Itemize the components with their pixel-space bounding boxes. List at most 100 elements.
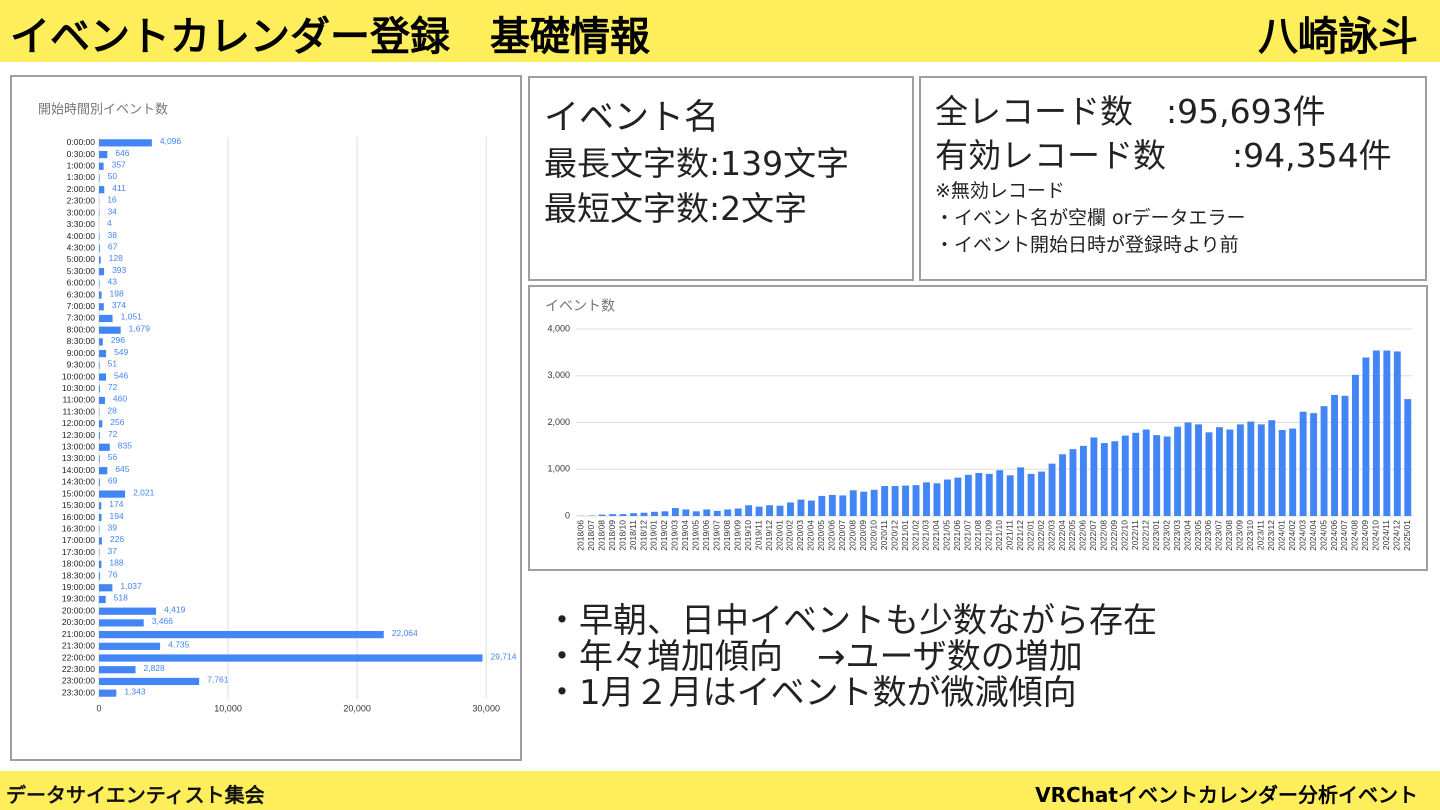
value-label: 4,096	[160, 136, 182, 146]
bar	[99, 385, 100, 393]
bar	[964, 474, 972, 516]
value-label: 51	[108, 359, 118, 369]
bar	[99, 279, 100, 287]
record-box: 全レコード数 :95,693件 有効レコード数 :94,354件 ※無効レコード…	[919, 76, 1427, 281]
bar	[99, 619, 144, 627]
value-label: 69	[108, 476, 118, 486]
bar	[99, 361, 100, 369]
x-tick-label: 2023/11	[1256, 520, 1266, 550]
y-tick-label: 17:00:00	[62, 535, 95, 545]
y-tick-label: 6:00:00	[67, 278, 96, 288]
x-tick-label: 2022/09	[1109, 520, 1119, 551]
y-tick-label: 10:30:00	[62, 383, 95, 393]
x-tick-label: 2022/12	[1140, 520, 1150, 551]
value-label: 518	[114, 593, 128, 603]
bar	[1153, 435, 1161, 516]
bar	[1372, 350, 1380, 516]
y-tick-label: 2:30:00	[67, 196, 96, 206]
x-tick-label: 2024/06	[1329, 520, 1339, 551]
bar	[609, 514, 617, 516]
bar	[1205, 432, 1213, 516]
y-tick-label: 5:00:00	[67, 254, 96, 264]
y-tick-label: 2,000	[547, 417, 570, 427]
bar	[734, 508, 742, 516]
bar	[1278, 429, 1286, 516]
bar	[99, 244, 100, 252]
name-line: 最短文字数:2文字	[544, 189, 808, 228]
bar	[99, 314, 113, 323]
x-tick-label: 2024/12	[1392, 520, 1402, 551]
value-label: 4,419	[164, 604, 186, 614]
bar	[1404, 399, 1412, 516]
x-tick-label: 2024/01	[1276, 520, 1286, 551]
x-tick-label: 2022/07	[1088, 520, 1098, 551]
bar	[1090, 437, 1098, 516]
y-tick-label: 19:00:00	[62, 582, 95, 592]
bar	[99, 174, 100, 182]
x-tick-label: 2021/11	[1004, 520, 1014, 550]
bar	[1331, 394, 1338, 516]
value-label: 645	[115, 464, 129, 474]
bar	[1341, 395, 1349, 516]
bar	[1027, 473, 1035, 516]
bar	[1393, 351, 1401, 516]
bar	[1059, 454, 1066, 516]
y-tick-label: 21:00:00	[62, 629, 95, 639]
bar	[99, 338, 103, 346]
x-tick-label: 2023/02	[1161, 520, 1171, 551]
bar	[985, 473, 993, 516]
y-tick-label: 6:30:00	[67, 289, 96, 299]
bar	[870, 489, 878, 516]
value-label: 72	[108, 429, 118, 439]
x-tick-label: 2021/07	[963, 520, 973, 551]
x-tick-label: 10,000	[214, 703, 242, 713]
x-tick-label: 2023/09	[1235, 520, 1245, 551]
x-tick-label: 2020/07	[837, 520, 847, 551]
bar	[598, 514, 606, 516]
x-tick-label: 2023/03	[1172, 520, 1182, 551]
bar	[755, 506, 763, 516]
x-tick-label: 2020/08	[848, 520, 858, 551]
value-label: 7,761	[207, 675, 229, 685]
value-label: 39	[108, 522, 118, 532]
x-tick-label: 2020/03	[795, 520, 805, 551]
bar	[828, 494, 836, 516]
value-label: 72	[108, 382, 118, 392]
bar	[1362, 357, 1370, 516]
bar	[651, 511, 658, 516]
footer-band	[0, 771, 1440, 810]
value-label: 835	[118, 441, 132, 451]
value-label: 128	[109, 253, 123, 263]
bar	[797, 499, 805, 516]
value-label: 1,679	[129, 323, 151, 333]
value-label: 38	[107, 230, 117, 240]
bar	[818, 495, 826, 516]
bar	[860, 491, 868, 516]
y-tick-label: 7:30:00	[67, 313, 96, 323]
record-line: 有効レコード数 :94,354件	[935, 136, 1392, 175]
bar	[1299, 411, 1307, 516]
x-tick-label: 2018/11	[628, 520, 638, 550]
bar	[1017, 467, 1025, 516]
y-tick-label: 18:30:00	[62, 570, 95, 580]
record-line: 全レコード数 :95,693件	[935, 92, 1326, 131]
bar	[1174, 426, 1182, 516]
x-tick-label: 2020/01	[774, 520, 784, 551]
y-tick-label: 5:30:00	[67, 266, 96, 276]
x-tick-label: 2023/12	[1266, 520, 1276, 551]
bar	[99, 303, 104, 311]
x-tick-label: 2019/04	[680, 520, 690, 551]
bar	[99, 584, 113, 592]
bar	[912, 485, 920, 516]
y-tick-label: 0:00:00	[67, 137, 96, 147]
bar	[99, 268, 105, 276]
bar	[1163, 436, 1171, 516]
value-label: 1,343	[124, 686, 146, 696]
y-tick-label: 18:00:00	[62, 559, 95, 569]
y-tick-label: 3:30:00	[67, 219, 96, 229]
y-tick-label: 20:30:00	[62, 617, 95, 627]
bar	[99, 595, 106, 604]
x-tick-label: 2020/11	[879, 520, 889, 550]
y-tick-label: 23:00:00	[62, 676, 95, 686]
bar	[99, 607, 157, 615]
